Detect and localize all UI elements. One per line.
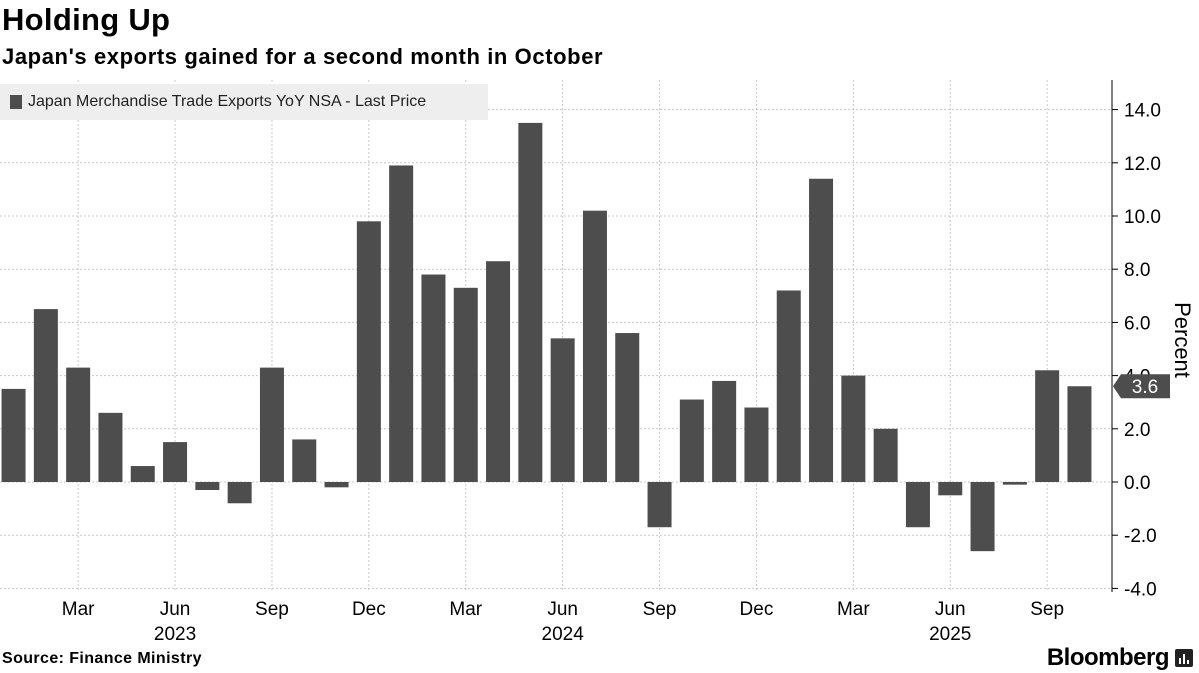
bar-may-2024 (518, 122, 543, 483)
bar-aug-2024 (615, 333, 640, 482)
legend-swatch (10, 95, 22, 109)
bar-feb-2024 (421, 274, 446, 482)
x-tick-label: Sep (255, 599, 289, 620)
bar-mar-2025 (841, 375, 866, 482)
x-year-label: 2025 (929, 624, 971, 645)
bar-sep-2025 (1035, 370, 1060, 482)
x-tick-label: Jun (935, 599, 966, 620)
bar-oct-2023 (292, 439, 317, 482)
x-tick-label: Sep (643, 599, 677, 620)
bloomberg-logo-text: Bloomberg (1046, 644, 1170, 671)
y-tick-label: 10.0 (1124, 207, 1161, 228)
bar-oct-2025 (1067, 386, 1092, 482)
bar-jan-2023 (1, 388, 26, 482)
bar-may-2025 (905, 482, 930, 528)
bar-apr-2024 (486, 261, 511, 482)
x-axis-labels: Mar Jun Sep Dec Mar Jun Sep Dec Mar Jun Sep 2023 202… (62, 599, 1064, 645)
bar-aug-2023 (227, 482, 252, 504)
bar-feb-2023 (33, 309, 58, 482)
bar-jun-2025 (938, 482, 963, 496)
x-tick-label: Dec (740, 599, 774, 620)
bar-sep-2024 (647, 482, 672, 528)
callout-tag (1113, 374, 1170, 399)
bar-jan-2024 (389, 165, 414, 482)
x-tick-label: Mar (62, 599, 95, 620)
y-tick-label: 8.0 (1124, 260, 1150, 281)
bar-nov-2023 (324, 482, 349, 488)
bar-mar-2024 (453, 287, 478, 482)
bar-may-2023 (130, 466, 155, 482)
bar-jun-2023 (163, 442, 188, 482)
bar-dec-2023 (356, 221, 381, 482)
bar-jul-2024 (582, 210, 607, 482)
chart-subtitle: Japan's exports gained for a second mont… (2, 44, 604, 69)
y-tick-label: 0.0 (1124, 473, 1150, 494)
y-tick-label: -4.0 (1124, 579, 1157, 600)
bar-apr-2023 (98, 412, 123, 482)
bloomberg-terminal-icon (1175, 649, 1193, 667)
chart-title: Holding Up (2, 2, 171, 37)
source-note: Source: Finance Ministry (2, 650, 202, 667)
bar-jul-2025 (970, 482, 995, 552)
bar-oct-2024 (679, 399, 704, 482)
bar-aug-2025 (1002, 482, 1027, 485)
x-tick-label: Dec (352, 599, 386, 620)
legend-label: Japan Merchandise Trade Exports YoY NSA … (28, 93, 427, 110)
bar-dec-2024 (744, 407, 769, 482)
bar-apr-2025 (873, 428, 898, 482)
y-axis-title: Percent (1170, 302, 1195, 378)
y-tick-label: 12.0 (1124, 154, 1161, 175)
legend: Japan Merchandise Trade Exports YoY NSA … (0, 84, 488, 120)
bar-feb-2025 (809, 178, 834, 482)
x-tick-label: Sep (1030, 599, 1064, 620)
x-year-label: 2024 (542, 624, 585, 645)
x-year-label: 2023 (154, 624, 196, 645)
bar-jan-2025 (776, 290, 801, 482)
y-tick-label: -2.0 (1124, 526, 1157, 547)
x-tick-label: Jun (160, 599, 191, 620)
callout-value: 3.6 (1132, 377, 1158, 398)
x-tick-label: Mar (837, 599, 870, 620)
bar-jun-2024 (550, 338, 575, 482)
x-tick-label: Jun (547, 599, 578, 620)
y-tick-label: 6.0 (1124, 313, 1150, 334)
bar-mar-2023 (66, 367, 91, 482)
y-tick-label: 14.0 (1124, 101, 1161, 122)
bar-sep-2023 (259, 367, 284, 482)
x-tick-label: Mar (449, 599, 482, 620)
y-axis: 14.012.010.08.06.04.02.00.0-2.0-4.0 (1111, 80, 1161, 600)
grid-lines (0, 80, 1112, 592)
bar-series (1, 122, 1092, 552)
y-tick-label: 2.0 (1124, 420, 1150, 441)
last-price-callout: 3.6 (1113, 374, 1170, 399)
bar-jul-2023 (195, 482, 220, 490)
bar-nov-2024 (712, 380, 737, 482)
